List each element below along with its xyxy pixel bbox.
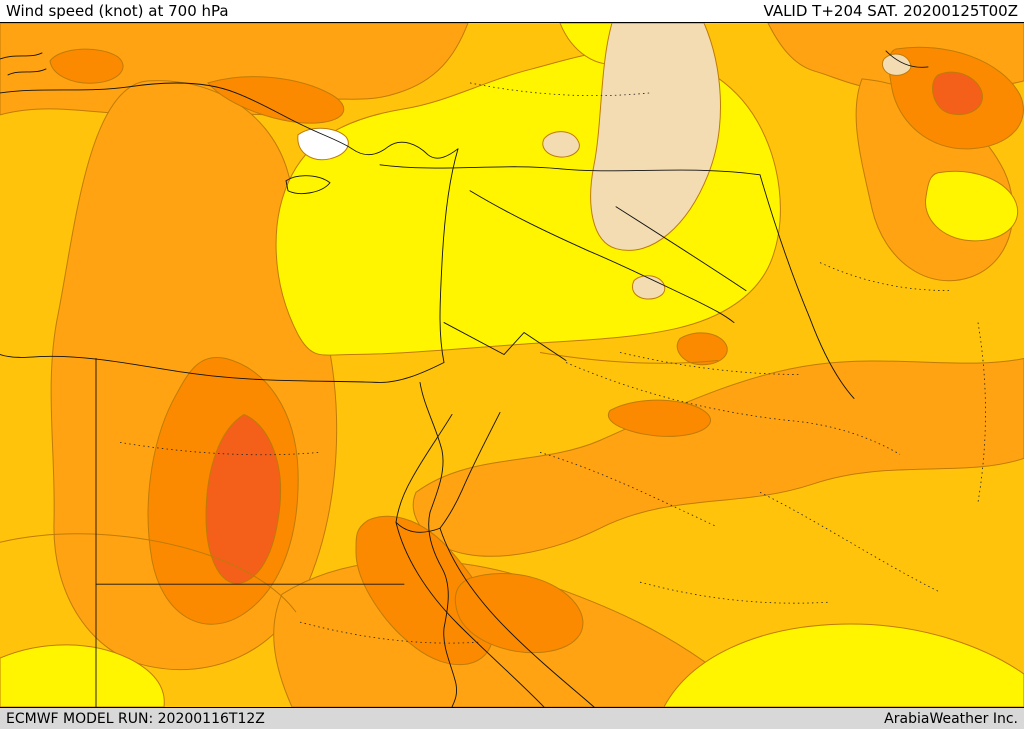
coastline-caspian-corner <box>885 50 929 68</box>
contour-region-dark-orange-top-streak <box>207 76 345 124</box>
map-footer: ECMWF MODEL RUN: 20200116T12Z ArabiaWeat… <box>0 708 1024 729</box>
contour-region-cream-spot-3 <box>881 53 912 76</box>
wind-speed-contour-map <box>0 23 1024 707</box>
border-dotted-egypt-interior <box>119 441 321 456</box>
border-dotted-saudi-iraq <box>565 362 901 455</box>
contour-region-white-patch <box>297 127 349 161</box>
border-dotted-right-edge <box>977 322 986 503</box>
contour-region-yellow-bottom-right <box>663 623 1024 707</box>
coastline-sinai-tip <box>395 521 441 533</box>
coastline-red-sea-east <box>439 527 595 707</box>
model-run-label: ECMWF MODEL RUN: 20200116T12Z <box>6 710 265 727</box>
contour-region-yellow-bottom-left <box>0 644 165 707</box>
border-iraq-iran <box>759 174 855 399</box>
contour-region-cream-band <box>590 23 721 251</box>
map-canvas <box>0 22 1024 708</box>
contour-region-dark-orange-bottom-center <box>454 573 584 654</box>
contour-line-open-1 <box>0 533 297 613</box>
contour-line-open-2 <box>539 352 719 364</box>
contour-region-cream-spot-1 <box>542 131 580 158</box>
coastline-aegean-fragment-1 <box>0 52 43 60</box>
border-dotted-saudi-interior-2 <box>759 491 941 593</box>
contour-region-orange-diagonal-band <box>412 357 1024 557</box>
map-valid-time: VALID T+204 SAT. 20200125T00Z <box>763 2 1018 20</box>
map-header: Wind speed (knot) at 700 hPa VALID T+204… <box>0 0 1024 22</box>
contour-region-dark-orange-band-spot-2 <box>607 399 712 437</box>
contour-region-deep-orange-top-right-core <box>932 71 983 116</box>
map-title: Wind speed (knot) at 700 hPa <box>6 2 229 20</box>
contour-region-yellow-right-patch <box>925 170 1019 242</box>
coastline-gulf-of-suez <box>395 413 453 523</box>
coastline-red-sea-west <box>395 521 545 707</box>
border-jordan-saudi <box>443 322 567 361</box>
border-dotted-sudan-interior <box>299 621 481 644</box>
contour-region-dark-orange-redsea <box>355 515 495 666</box>
contour-region-deep-orange-egypt-core <box>205 413 282 584</box>
river-euphrates <box>469 190 735 324</box>
contour-region-dark-orange-band-spot-1 <box>676 332 728 366</box>
border-dotted-saudi-interior-1 <box>539 451 717 527</box>
border-turkey-syria <box>379 164 761 176</box>
branding-label: ArabiaWeather Inc. <box>884 710 1018 727</box>
border-syria-iraq <box>615 206 747 292</box>
coastline-gulf-of-aqaba <box>439 411 501 529</box>
border-dotted-iraq-interior <box>619 352 801 375</box>
contour-region-cream-spot-2 <box>631 275 666 300</box>
coastline-levant-egypt <box>0 148 459 383</box>
coastline-aegean-fragment-2 <box>7 68 47 76</box>
coastline-cyprus-island <box>285 175 331 194</box>
coastline-turkey-south <box>0 82 459 159</box>
border-dotted-iran-interior <box>819 262 951 292</box>
contour-region-dark-orange-topleft-spot <box>49 48 124 84</box>
river-nile <box>419 382 457 707</box>
